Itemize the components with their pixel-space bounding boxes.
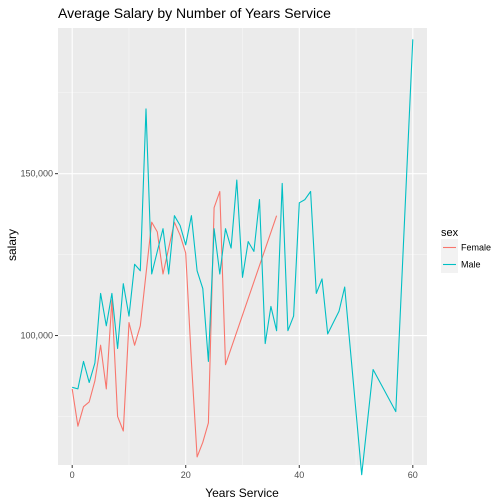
y-tick-label: 150,000 [20, 169, 53, 179]
x-tick-label: 0 [70, 470, 75, 480]
chart-title: Average Salary by Number of Years Servic… [58, 5, 331, 21]
legend-title: sex [441, 227, 459, 239]
legend: sex Female Male [441, 227, 491, 273]
x-tick-label: 60 [408, 470, 418, 480]
x-axis-title: Years Service [205, 486, 279, 500]
data-lines [71, 39, 414, 476]
series-line-male [72, 39, 414, 476]
legend-label-male: Male [461, 260, 481, 270]
y-tick-labels: 100,000 150,000 [20, 169, 53, 341]
x-tick-label: 40 [294, 470, 304, 480]
grid-minor [58, 28, 427, 465]
legend-label-female: Female [461, 243, 491, 253]
y-tick-label: 100,000 [20, 331, 53, 341]
x-tick-labels: 0 20 40 60 [70, 470, 418, 480]
series-line-female [71, 190, 278, 458]
axis-ticks [55, 173, 414, 468]
x-tick-label: 20 [181, 470, 191, 480]
y-axis-title: salary [5, 229, 19, 261]
